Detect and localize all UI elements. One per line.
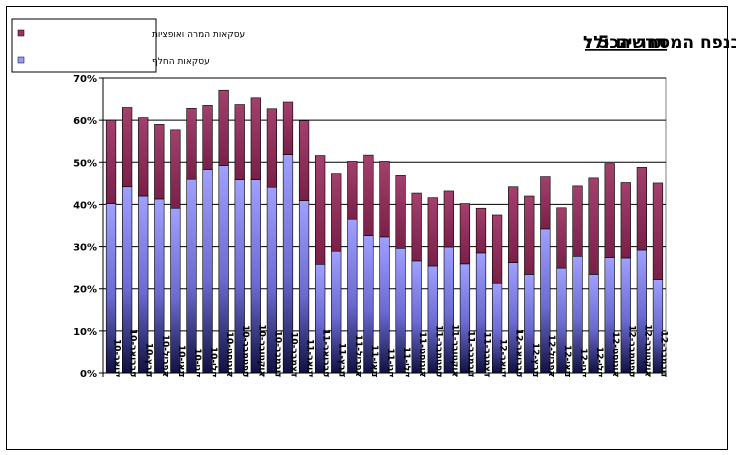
bar-conversion: [154, 124, 165, 200]
bar-conversion: [475, 207, 487, 254]
bar-conversion: [524, 195, 535, 275]
bar-conversion: [588, 177, 599, 275]
x-tick-label: נובמבר-10: [272, 331, 282, 377]
bar-conversion: [604, 163, 615, 258]
x-tick-label: ספטמבר-11: [433, 325, 443, 377]
y-tick-label: 10%: [73, 327, 97, 338]
x-tick-label: פברואר-11: [321, 329, 331, 377]
x-tick-label: אוקטובר-12: [642, 324, 652, 377]
x-tick-label: דצמבר-11: [482, 332, 492, 377]
x-tick-label: מאי-10: [176, 345, 186, 377]
legend: עסקאות המרה ואופציות עסקאות החלף: [11, 18, 245, 73]
x-tick-label: אפריל-12: [546, 335, 556, 377]
bar-conversion: [459, 203, 471, 265]
bar-conversion: [186, 108, 197, 180]
y-tick-label: 0%: [80, 369, 97, 380]
x-tick-label: ספטמבר-10: [240, 325, 250, 377]
x-tick-label: דצמבר-10: [288, 332, 298, 377]
bar-conversion: [218, 89, 229, 166]
x-tick-label: יולי-11: [401, 347, 411, 377]
x-tick-label: יוני-11: [385, 348, 395, 377]
plot-area: 0% 10% 20% 30% 40% 50% 60% 70% ינואר-10 פברואר-10…: [73, 74, 668, 380]
y-tick-label: 50%: [73, 158, 97, 169]
x-tick-label: אוקטובר-10: [256, 324, 266, 377]
bar-swap: [186, 178, 197, 374]
bar-conversion: [572, 185, 583, 257]
bar-conversion: [620, 182, 631, 259]
x-tick-label: יולי-10: [208, 347, 218, 377]
bar-conversion: [234, 104, 245, 180]
bar-conversion: [443, 190, 454, 248]
bar-conversion: [652, 182, 664, 280]
bar-conversion: [491, 214, 503, 284]
bar-conversion: [395, 175, 406, 249]
x-tick-label: יוני-10: [192, 348, 202, 377]
bar-conversion: [122, 107, 133, 188]
x-tick-label: פברואר-10: [128, 329, 138, 377]
x-tick-label: אוגוסט-12: [610, 332, 620, 377]
x-tick-label: יולי-12: [594, 347, 604, 377]
x-tick-label: ינואר-10: [112, 339, 122, 377]
bar-conversion: [540, 176, 551, 230]
bar-conversion: [508, 186, 519, 263]
x-tick-label: נובמבר-12: [658, 331, 668, 377]
bar-conversion: [411, 192, 422, 262]
bar-conversion: [170, 129, 181, 209]
bar-conversion: [250, 97, 261, 180]
x-tick-label: מאי-12: [562, 345, 572, 377]
x-tick-label: אפריל-10: [160, 335, 170, 377]
legend-swatch-conversion: [17, 29, 25, 37]
x-tick-label: אוגוסט-10: [224, 332, 234, 377]
x-tick-label: מרץ-10: [144, 343, 154, 377]
bar-conversion: [298, 120, 310, 201]
bar-conversion: [202, 105, 213, 170]
x-tick-label: אוגוסט-11: [417, 332, 427, 377]
x-tick-label: ינואר-11: [305, 339, 315, 377]
legend-box: [11, 18, 157, 73]
x-tick-label: ינואר-12: [498, 339, 508, 377]
bar-conversion: [379, 161, 390, 238]
y-tick-label: 40%: [73, 200, 97, 211]
legend-label-swap: עסקאות החלף: [152, 57, 210, 67]
x-tick-label: ספטמבר-12: [626, 325, 636, 377]
y-tick-label: 30%: [73, 243, 97, 254]
bar-conversion: [315, 155, 326, 265]
x-tick-label: אפריל-11: [353, 335, 363, 377]
y-tick-label: 60%: [73, 116, 97, 127]
x-tick-label: מאי-11: [369, 345, 379, 377]
y-tick-label: 20%: [73, 285, 97, 296]
legend-swatch-swap: [17, 56, 25, 64]
x-tick-label: נובמבר-11: [465, 331, 475, 377]
chart-title-prefix: תרשים 5 :: [585, 33, 667, 53]
legend-label-conversion: עסקאות המרה ואופציות: [152, 30, 245, 40]
chart-title: חלקם של תושבי חוץ בנפח המסחר הכולל: [583, 33, 736, 53]
bar-conversion: [266, 108, 278, 188]
bar-conversion: [556, 207, 567, 269]
y-tick-label: 70%: [73, 74, 97, 85]
bar-conversion: [331, 173, 342, 252]
bar-conversion: [105, 119, 117, 204]
bar-conversion: [282, 101, 294, 156]
bar-conversion: [427, 197, 438, 267]
bar-conversion: [347, 161, 358, 220]
x-tick-label: יוני-12: [578, 348, 588, 377]
bar-conversion: [363, 154, 374, 236]
x-tick-label: פברואר-12: [514, 329, 524, 377]
bar-conversion: [138, 117, 149, 197]
x-tick-label: מרץ-11: [337, 343, 347, 377]
bar-conversion: [636, 167, 647, 251]
x-tick-label: אוקטובר-11: [449, 324, 459, 377]
chart-frame: [6, 6, 728, 450]
x-tick-label: מרץ-12: [530, 343, 540, 377]
bar-swap: [202, 169, 213, 374]
